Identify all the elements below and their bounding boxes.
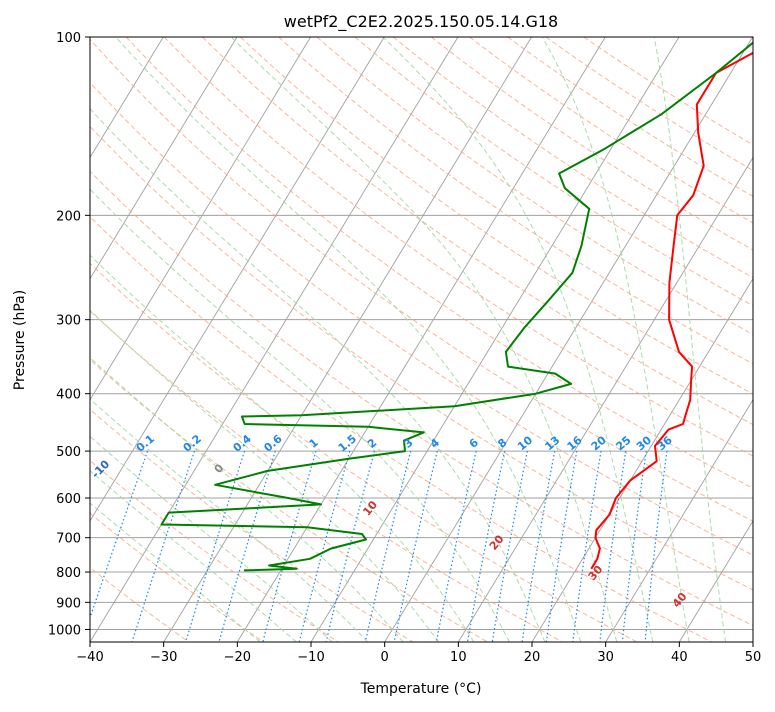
x-tick-label: 10 [450, 650, 467, 665]
y-tick-label: 1000 [48, 623, 81, 638]
y-tick-label: 800 [56, 566, 81, 581]
x-axis-label: Temperature (°C) [360, 681, 482, 697]
y-tick-label: 300 [56, 314, 81, 329]
y-tick-label: 100 [56, 31, 81, 46]
x-tick-label: 0 [381, 650, 389, 665]
x-tick-label: −40 [76, 650, 103, 665]
x-tick-label: 40 [671, 650, 688, 665]
y-axis-label: Pressure (hPa) [12, 290, 28, 390]
y-tick-label: 200 [56, 209, 81, 224]
x-tick-label: −20 [224, 650, 251, 665]
y-tick-label: 900 [56, 596, 81, 611]
y-tick-label: 700 [56, 532, 81, 547]
y-tick-label: 400 [56, 388, 81, 403]
chart-title: wetPf2_C2E2.2025.150.05.14.G18 [284, 12, 558, 32]
x-tick-label: 30 [597, 650, 614, 665]
x-tick-label: 20 [524, 650, 541, 665]
x-tick-label: −10 [297, 650, 324, 665]
x-tick-label: −30 [150, 650, 177, 665]
y-tick-label: 600 [56, 492, 81, 507]
y-tick-label: 500 [56, 445, 81, 460]
x-tick-label: 50 [745, 650, 762, 665]
